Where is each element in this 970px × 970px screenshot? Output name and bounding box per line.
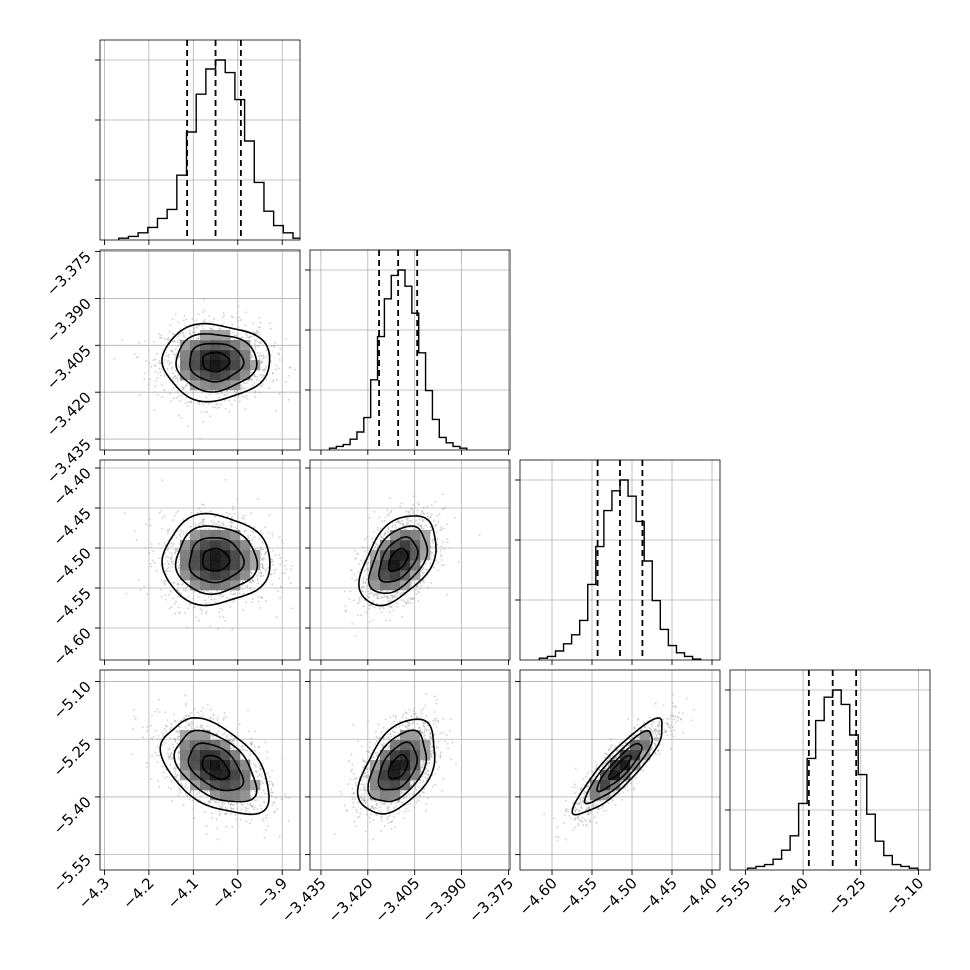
contour-2 (367, 525, 429, 594)
panel-frame (519, 459, 721, 661)
panel-3-2: −4.60−4.55−4.50−4.45−4.40 (515, 669, 721, 919)
panel-2-0: −4.60−4.55−4.50−4.45−4.40 (50, 459, 301, 669)
grid (730, 670, 930, 870)
y-tick-label-2-2: −4.50 (50, 544, 95, 589)
panel-frame (99, 459, 301, 661)
x-tick-label-2-3: −4.45 (636, 874, 681, 919)
panel-2-2 (515, 459, 721, 665)
contour-2 (174, 525, 259, 596)
x-tick-label-2-2: −4.50 (596, 874, 641, 919)
contours (161, 322, 271, 403)
y-tick-label-3-1: −5.40 (50, 793, 95, 838)
x-tick-label-2-0: −4.60 (516, 874, 561, 919)
contours (159, 716, 270, 816)
contours (161, 512, 271, 607)
grid (100, 40, 300, 240)
y-tick-label-1-3: −3.390 (43, 295, 95, 347)
contour-1 (377, 741, 418, 791)
panel-frame (309, 669, 511, 871)
y-tick-label-3-2: −5.25 (50, 735, 95, 780)
panel-frame (729, 669, 931, 871)
y-tick-label-1-2: −3.405 (43, 341, 95, 393)
panel-frame (309, 459, 511, 661)
panel-1-0: −3.435−3.420−3.405−3.390−3.375 (43, 248, 301, 487)
panel-frame (309, 249, 511, 451)
contour-2 (583, 729, 653, 805)
grid (520, 670, 720, 870)
panel-0-0 (95, 39, 301, 245)
x-tick-label-3-0: −5.55 (709, 874, 754, 919)
contour-1 (187, 742, 245, 792)
panel-frame (519, 669, 721, 871)
panel-2-1 (305, 459, 511, 665)
panel-frame (99, 669, 301, 871)
contour-2 (175, 333, 258, 393)
contour-1 (188, 537, 245, 584)
contours (358, 515, 437, 607)
x-tick-label-0-2: −4.1 (164, 874, 202, 912)
panel-frame (99, 39, 301, 241)
contours (571, 717, 663, 816)
contour-0 (202, 351, 231, 373)
contour-2 (173, 729, 258, 803)
contour-2 (367, 729, 428, 803)
y-tick-label-2-1: −4.55 (50, 584, 95, 629)
contours (356, 718, 436, 815)
contour-3 (161, 322, 271, 403)
density-blocks (370, 730, 431, 801)
contour-1 (378, 536, 419, 583)
contour-0 (201, 754, 231, 780)
x-tick-label-1-4: −3.375 (465, 874, 517, 926)
panel-1-1 (305, 249, 511, 455)
y-tick-label-1-1: −3.420 (43, 388, 95, 440)
x-tick-label-1-2: −3.405 (372, 874, 424, 926)
x-tick-label-0-0: −4.3 (75, 874, 113, 912)
panel-frame (99, 249, 301, 451)
grid (310, 250, 510, 450)
panel-3-3: −5.55 −5.40 −5.25 −5.10 (709, 669, 931, 919)
contour-0 (607, 754, 632, 781)
contour-0 (387, 753, 409, 780)
contour-3 (356, 718, 436, 815)
contour-3 (571, 717, 663, 816)
x-tick-label-3-3: −5.10 (882, 874, 927, 919)
x-tick-label-3-1: −5.40 (767, 874, 812, 919)
x-tick-label-0-3: −4.0 (208, 874, 246, 912)
x-tick-label-0-1: −4.2 (119, 874, 157, 912)
contour-1 (596, 742, 643, 793)
panel-3-0: −4.3 −4.2 −4.1 −4.0 −3.9−5.55−5.40−5.25−5.10 (50, 669, 301, 913)
y-tick-label-2-0: −4.60 (50, 624, 95, 669)
x-tick-label-1-3: −3.390 (418, 874, 470, 926)
x-tick-label-1-1: −3.420 (325, 874, 377, 926)
y-tick-label-2-3: −4.45 (50, 504, 95, 549)
contour-3 (358, 515, 437, 607)
x-tick-label-2-1: −4.55 (556, 874, 601, 919)
y-tick-label-1-4: −3.375 (43, 248, 95, 300)
contour-1 (189, 342, 245, 383)
x-tick-label-3-2: −5.25 (824, 874, 869, 919)
contour-0 (202, 547, 231, 572)
contour-0 (388, 547, 409, 573)
panel-3-1: −3.435−3.420−3.405−3.390−3.375 (278, 669, 517, 926)
contour-3 (161, 512, 271, 607)
y-tick-label-3-3: −5.10 (50, 678, 95, 723)
contour-3 (159, 716, 270, 816)
